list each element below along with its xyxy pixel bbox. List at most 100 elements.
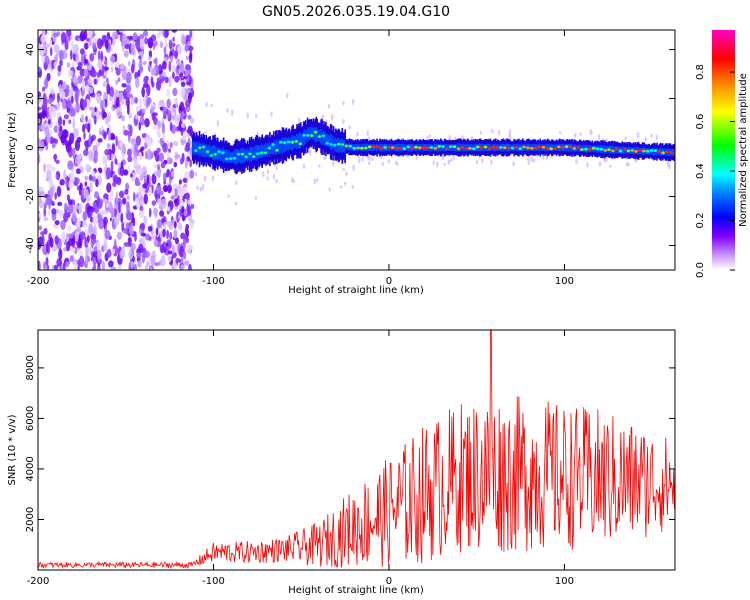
track-halo-speckle xyxy=(292,179,296,184)
noise-speckle xyxy=(98,111,102,116)
noise-speckle xyxy=(96,93,101,104)
noise-speckle xyxy=(56,258,63,267)
noise-speckle xyxy=(44,126,50,138)
signal-peak xyxy=(603,149,607,152)
noise-speckle xyxy=(63,212,69,223)
noise-speckle xyxy=(134,143,138,153)
signal-peak xyxy=(464,147,469,150)
noise-speckle xyxy=(158,30,161,37)
snr-frame xyxy=(37,329,676,571)
signal-core xyxy=(301,134,303,146)
signal-peak xyxy=(530,146,534,150)
noise-speckle xyxy=(89,106,94,111)
x-tick-label: 100 xyxy=(555,276,574,287)
signal-core xyxy=(340,139,343,153)
y-tick-label: 8000 xyxy=(25,355,36,380)
signal-core xyxy=(225,149,228,163)
signal-core xyxy=(203,143,206,158)
noise-speckle xyxy=(89,181,93,193)
signal-core xyxy=(567,144,569,152)
noise-speckle xyxy=(176,195,180,206)
noise-speckle xyxy=(53,153,57,163)
noise-speckle xyxy=(166,108,169,115)
noise-speckle xyxy=(59,59,63,67)
noise-speckle xyxy=(166,206,171,212)
signal-core xyxy=(218,148,220,160)
noise-speckle xyxy=(62,262,66,270)
track-halo-speckle xyxy=(231,109,234,117)
track-halo-speckle xyxy=(452,153,455,161)
noise-speckle xyxy=(53,264,59,270)
noise-speckle xyxy=(52,107,57,118)
noise-speckle xyxy=(188,263,192,270)
noise-speckle xyxy=(185,133,190,138)
track-halo-speckle xyxy=(586,162,589,168)
noise-speckle xyxy=(109,217,113,222)
signal-core xyxy=(323,130,325,146)
noise-speckle xyxy=(180,62,185,73)
signal-core xyxy=(262,145,264,157)
signal-core xyxy=(195,141,198,156)
noise-speckle xyxy=(71,95,74,104)
noise-speckle xyxy=(115,135,118,147)
signal-core xyxy=(409,143,411,152)
noise-speckle xyxy=(173,221,177,229)
signal-core xyxy=(304,129,307,145)
signal-core xyxy=(663,148,666,156)
noise-speckle xyxy=(114,216,119,227)
signal-core xyxy=(447,144,450,151)
signal-peak xyxy=(310,134,314,138)
noise-speckle xyxy=(166,157,172,165)
noise-speckle xyxy=(96,249,102,261)
noise-speckle xyxy=(54,220,60,226)
noise-speckle xyxy=(67,70,74,77)
track-halo-speckle xyxy=(210,103,213,108)
noise-speckle xyxy=(105,39,109,50)
signal-core xyxy=(579,144,582,153)
noise-speckle xyxy=(76,185,80,191)
noise-speckle xyxy=(76,217,81,228)
noise-speckle xyxy=(172,140,179,147)
signal-peak xyxy=(665,150,669,154)
track-halo-speckle xyxy=(203,175,207,182)
signal-core xyxy=(258,145,261,159)
noise-speckle xyxy=(118,191,124,198)
noise-speckle xyxy=(38,106,42,111)
noise-speckle xyxy=(180,109,184,122)
noise-speckle xyxy=(173,262,178,270)
track-halo-speckle xyxy=(381,161,384,166)
noise-speckle xyxy=(65,232,69,241)
noise-speckle xyxy=(61,82,66,91)
signal-peak xyxy=(607,148,611,152)
track-halo-speckle xyxy=(302,163,306,170)
signal-core xyxy=(201,144,204,156)
track-halo-speckle xyxy=(254,113,258,118)
noise-speckle xyxy=(121,44,126,52)
noise-speckle xyxy=(147,225,153,232)
signal-peak xyxy=(526,146,530,150)
noise-speckle xyxy=(132,217,136,227)
signal-core xyxy=(606,146,608,153)
noise-speckle xyxy=(185,223,189,230)
track-halo-speckle xyxy=(497,129,501,136)
signal-peak xyxy=(313,130,318,134)
noise-speckle xyxy=(165,30,169,38)
noise-speckle xyxy=(130,96,135,106)
signal-core xyxy=(214,144,216,161)
noise-speckle xyxy=(120,212,124,224)
signal-core xyxy=(252,147,255,161)
noise-speckle xyxy=(146,148,152,161)
noise-speckle xyxy=(176,64,180,70)
signal-core xyxy=(226,150,229,162)
noise-speckle xyxy=(178,258,181,264)
noise-speckle xyxy=(190,118,195,124)
noise-speckle xyxy=(43,43,47,55)
noise-speckle xyxy=(122,143,126,155)
signal-core xyxy=(313,128,316,140)
track-halo-speckle xyxy=(323,156,327,160)
noise-speckle xyxy=(59,210,64,218)
signal-core xyxy=(279,139,282,153)
track-halo-speckle xyxy=(559,131,562,135)
signal-core xyxy=(470,144,473,152)
